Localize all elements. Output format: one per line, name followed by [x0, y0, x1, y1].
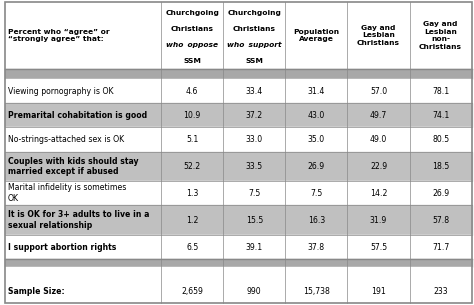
- Bar: [5, 279, 472, 303]
- Bar: [5, 152, 472, 181]
- Text: 15,738: 15,738: [303, 287, 330, 296]
- Text: 35.0: 35.0: [308, 135, 325, 144]
- Text: 37.8: 37.8: [308, 242, 325, 252]
- Text: 5.1: 5.1: [186, 135, 199, 144]
- Text: Marital infidelity is sometimes
OK: Marital infidelity is sometimes OK: [8, 183, 126, 203]
- Text: 191: 191: [371, 287, 386, 296]
- Bar: [5, 205, 472, 235]
- Bar: [5, 2, 472, 70]
- Text: 1.2: 1.2: [186, 216, 199, 225]
- Text: Gay and
Lesbian
Christians: Gay and Lesbian Christians: [357, 25, 400, 46]
- Text: Churchgoing: Churchgoing: [228, 10, 281, 16]
- Text: Percent who “agree” or
“strongly agree” that:: Percent who “agree” or “strongly agree” …: [8, 29, 109, 42]
- Bar: [5, 127, 472, 152]
- Text: 233: 233: [433, 287, 448, 296]
- Text: 1.3: 1.3: [186, 189, 199, 198]
- Text: 33.5: 33.5: [246, 162, 263, 171]
- Bar: [5, 267, 472, 279]
- Bar: [5, 103, 472, 127]
- Text: 80.5: 80.5: [432, 135, 449, 144]
- Text: 57.0: 57.0: [370, 87, 387, 96]
- Text: 16.3: 16.3: [308, 216, 325, 225]
- Text: SSM: SSM: [183, 58, 201, 64]
- Text: 37.2: 37.2: [246, 111, 263, 120]
- Text: 57.8: 57.8: [432, 216, 449, 225]
- Text: who  oppose: who oppose: [166, 42, 218, 48]
- Text: 22.9: 22.9: [370, 162, 387, 171]
- Text: 990: 990: [247, 287, 262, 296]
- Bar: [5, 79, 472, 103]
- Text: 7.5: 7.5: [310, 189, 322, 198]
- Text: who  support: who support: [227, 42, 282, 48]
- Text: 31.4: 31.4: [308, 87, 325, 96]
- Text: Premarital cohabitation is good: Premarital cohabitation is good: [8, 111, 147, 120]
- Text: SSM: SSM: [246, 58, 263, 64]
- Text: I support abortion rights: I support abortion rights: [8, 242, 116, 252]
- Text: 7.5: 7.5: [248, 189, 260, 198]
- Bar: [5, 70, 472, 79]
- Bar: [5, 181, 472, 205]
- Text: 43.0: 43.0: [308, 111, 325, 120]
- Text: 31.9: 31.9: [370, 216, 387, 225]
- Text: 39.1: 39.1: [246, 242, 263, 252]
- Text: 26.9: 26.9: [308, 162, 325, 171]
- Text: Sample Size:: Sample Size:: [8, 287, 64, 296]
- Text: 6.5: 6.5: [186, 242, 198, 252]
- Text: 74.1: 74.1: [432, 111, 449, 120]
- Text: 10.9: 10.9: [183, 111, 201, 120]
- Text: Gay and
Lesbian
non-
Christians: Gay and Lesbian non- Christians: [419, 21, 462, 50]
- Text: No-strings-attached sex is OK: No-strings-attached sex is OK: [8, 135, 124, 144]
- Text: 33.4: 33.4: [246, 87, 263, 96]
- Text: 49.0: 49.0: [370, 135, 387, 144]
- Text: 52.2: 52.2: [183, 162, 201, 171]
- Text: 26.9: 26.9: [432, 189, 449, 198]
- Text: 33.0: 33.0: [246, 135, 263, 144]
- Text: 2,659: 2,659: [181, 287, 203, 296]
- Text: Christians: Christians: [171, 26, 214, 32]
- Text: Churchgoing: Churchgoing: [165, 10, 219, 16]
- Text: 15.5: 15.5: [246, 216, 263, 225]
- Bar: [5, 235, 472, 259]
- Text: Christians: Christians: [233, 26, 276, 32]
- Text: Viewing pornography is OK: Viewing pornography is OK: [8, 87, 113, 96]
- Text: It is OK for 3+ adults to live in a
sexual relationship: It is OK for 3+ adults to live in a sexu…: [8, 210, 149, 230]
- Text: 71.7: 71.7: [432, 242, 449, 252]
- Text: 78.1: 78.1: [432, 87, 449, 96]
- Text: 49.7: 49.7: [370, 111, 387, 120]
- Text: Population
Average: Population Average: [293, 29, 339, 42]
- Bar: [5, 259, 472, 267]
- Text: 14.2: 14.2: [370, 189, 387, 198]
- Text: Couples with kids should stay
married except if abused: Couples with kids should stay married ex…: [8, 156, 138, 176]
- Text: 4.6: 4.6: [186, 87, 199, 96]
- Text: 18.5: 18.5: [432, 162, 449, 171]
- Text: 57.5: 57.5: [370, 242, 387, 252]
